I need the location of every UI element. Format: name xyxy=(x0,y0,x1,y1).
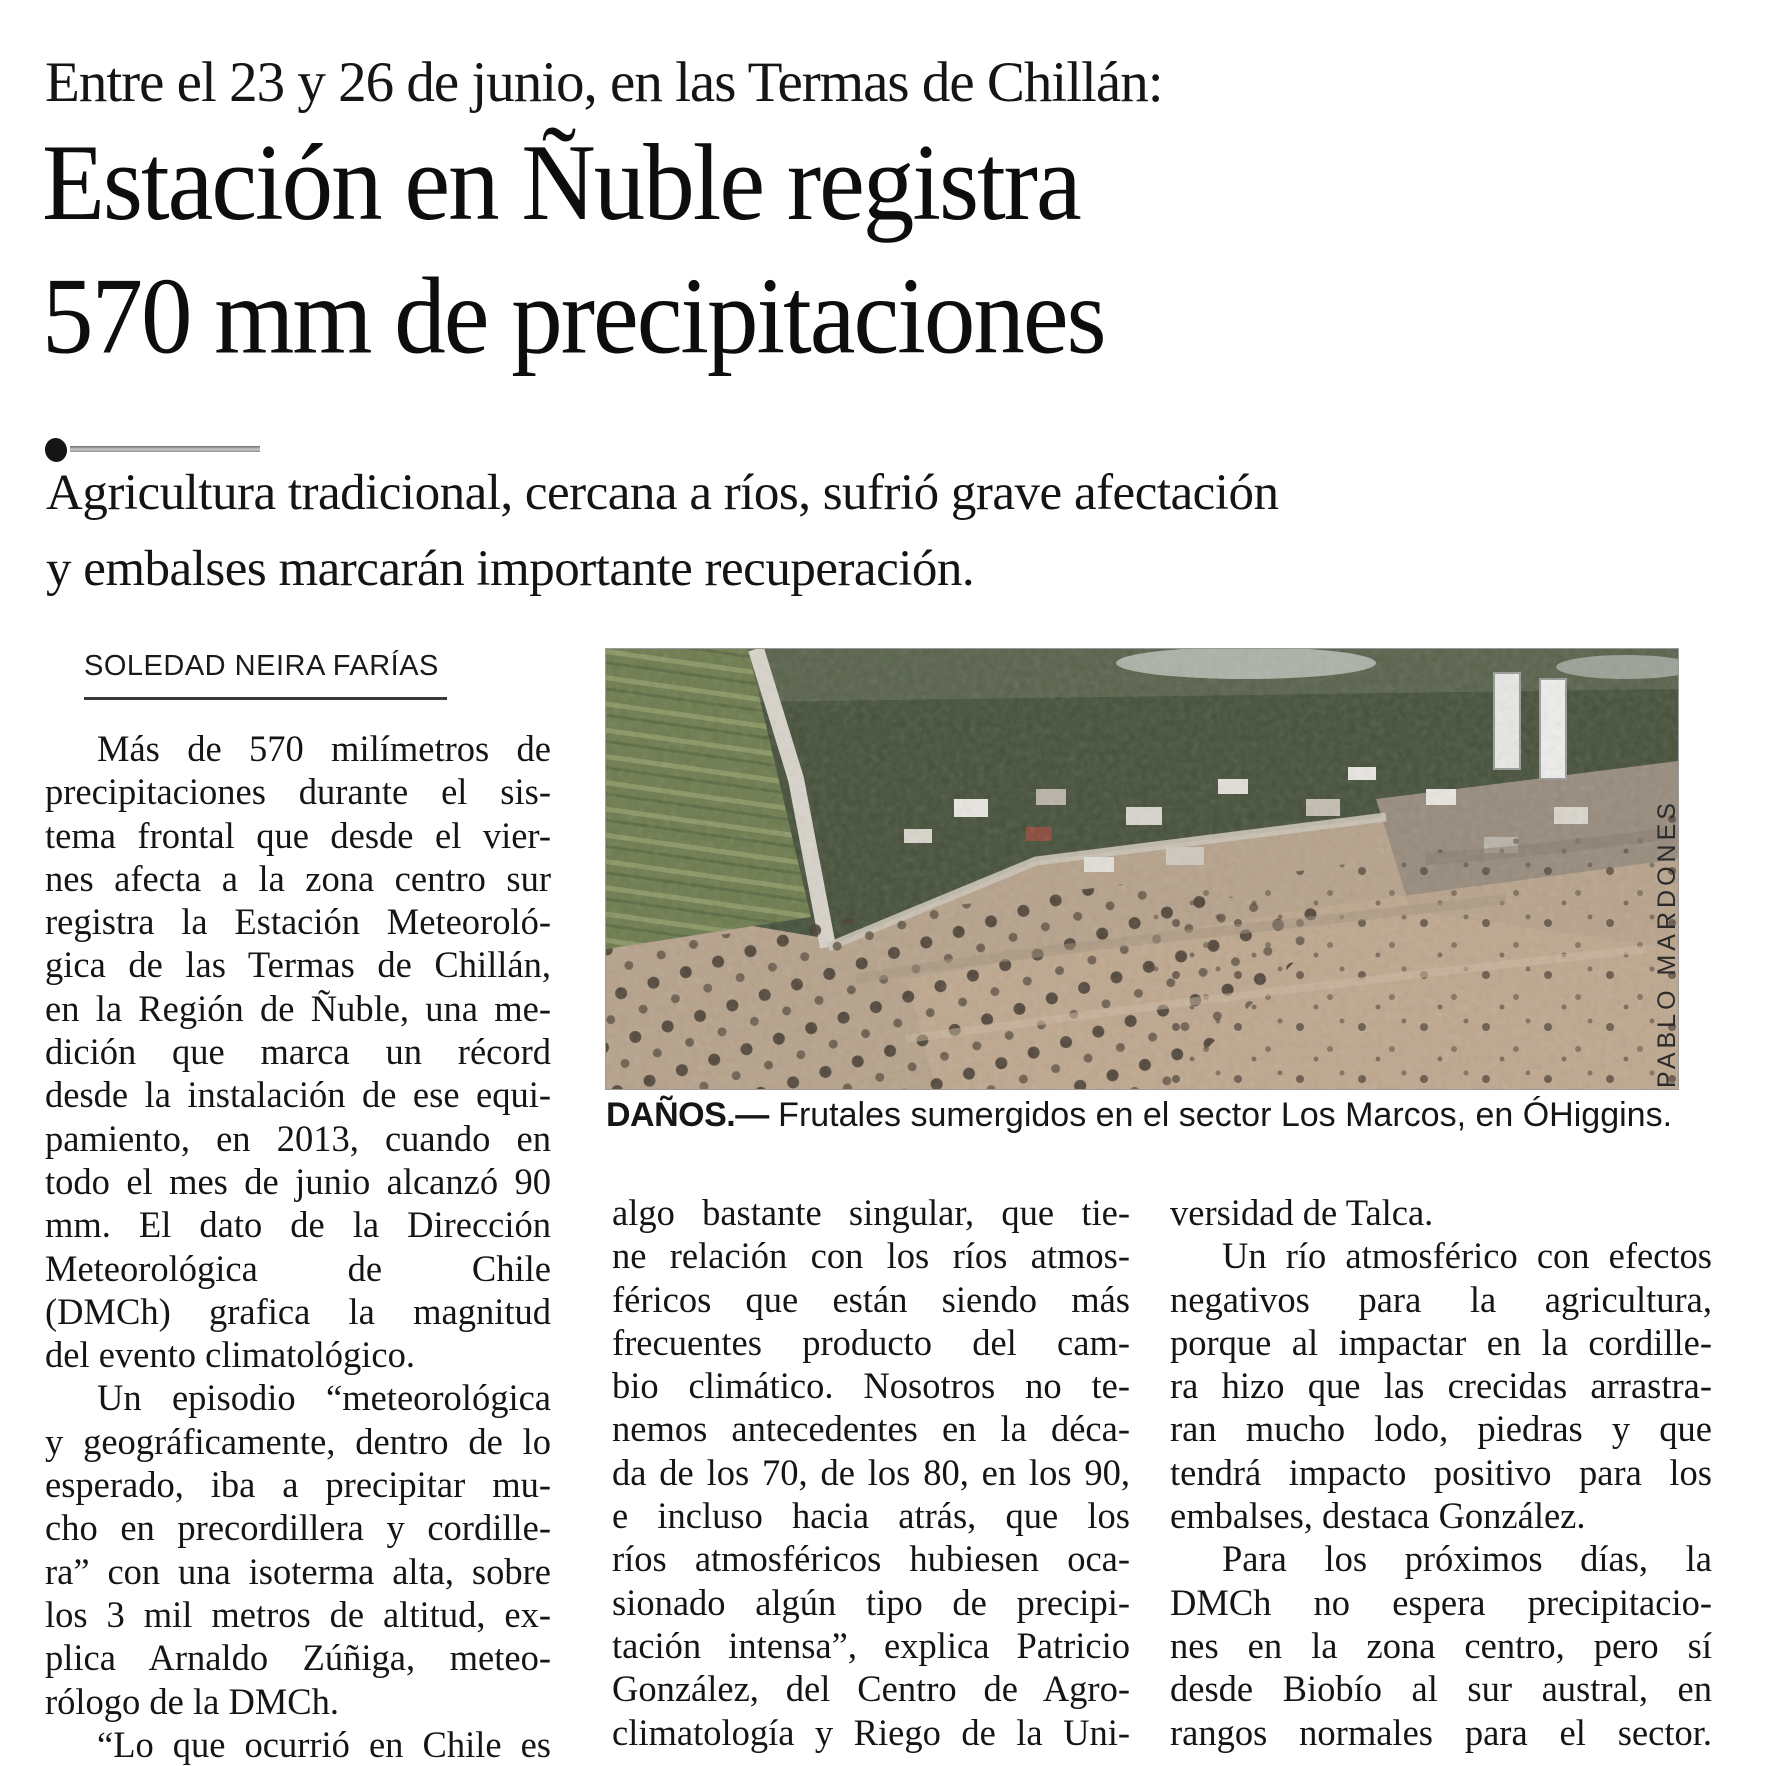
body-line: ra hizo que las crecidas arrastra- xyxy=(1170,1365,1712,1407)
body-line: Meteorológica de Chile xyxy=(45,1247,551,1289)
body-line: bio climático. Nosotros no te- xyxy=(612,1365,1130,1407)
headline-line-1: Estación en Ñuble registra xyxy=(42,122,1082,244)
article-photo xyxy=(605,648,1679,1090)
body-line: nes afecta a la zona centro sur xyxy=(45,857,551,899)
body-line: mm. El dato de la Dirección xyxy=(45,1204,551,1246)
body-line: frecuentes producto del cam- xyxy=(612,1321,1130,1363)
body-line: gica de las Termas de Chillán, xyxy=(45,944,551,986)
body-column-3: versidad de Talca. Un río atmosférico con… xyxy=(1170,1191,1712,1754)
body-line: (DMCh) grafica la magnitud xyxy=(45,1290,551,1332)
body-line: sionado algún tipo de precipi- xyxy=(612,1581,1130,1623)
body-line: ne relación con los ríos atmos- xyxy=(612,1235,1130,1277)
body-line: ra” con una isoterma alta, sobre xyxy=(45,1550,551,1592)
body-line: tema frontal que desde el vier- xyxy=(45,814,551,856)
body-line: da de los 70, de los 80, en los 90, xyxy=(612,1451,1130,1493)
headline: Estación en Ñuble registra 570 mm de pre… xyxy=(42,116,1682,383)
body-line: Un río atmosférico con efectos xyxy=(1222,1235,1712,1277)
body-line: tación intensa”, explica Patricio xyxy=(612,1624,1130,1666)
byline: SOLEDAD NEIRA FARÍAS xyxy=(84,650,447,700)
body-line: algo bastante singular, que tie- xyxy=(612,1192,1130,1233)
body-line: nes en la zona centro, pero sí xyxy=(1170,1624,1712,1666)
caption-label: DAÑOS.— xyxy=(606,1096,769,1134)
body-line: González, del Centro de Agro- xyxy=(612,1668,1130,1710)
body-line: registra la Estación Meteoroló- xyxy=(45,901,551,943)
body-line: plica Arnaldo Zúñiga, meteo- xyxy=(45,1637,551,1679)
body-line: todo el mes de junio alcanzó 90 xyxy=(45,1160,551,1202)
body-line: negativos para la agricultura, xyxy=(1170,1278,1712,1320)
body-line: desde Biobío al sur austral, en xyxy=(1170,1668,1712,1710)
subhead-line-1: Agricultura tradicional, cercana a ríos,… xyxy=(46,465,1279,521)
body-line: rangos normales para el sector. xyxy=(1170,1711,1712,1753)
body-line: tendrá impacto positivo para los xyxy=(1170,1451,1712,1493)
body-line: del evento climatológico. xyxy=(45,1334,415,1376)
body-column-1: Más de 570 milímetros de precipitaciones … xyxy=(45,727,551,1766)
body-line: pamiento, en 2013, cuando en xyxy=(45,1117,551,1159)
body-line: e incluso hacia atrás, que los xyxy=(612,1495,1130,1537)
body-column-2: algo bastante singular, que tie-ne relac… xyxy=(612,1191,1130,1754)
body-line: porque al impactar en la cordille- xyxy=(1170,1321,1712,1363)
body-line: nemos antecedentes en la déca- xyxy=(612,1408,1130,1450)
photo-credit-text: PABLO MARDONES xyxy=(1653,799,1681,1088)
body-line: ran mucho lodo, piedras y que xyxy=(1170,1408,1712,1450)
photo-caption: DAÑOS.— Frutales sumergidos en el sector… xyxy=(606,1096,1716,1135)
body-line: Para los próximos días, la xyxy=(1222,1538,1712,1580)
body-line: “Lo que ocurrió en Chile es xyxy=(97,1723,551,1765)
body-line: rólogo de la DMCh. xyxy=(45,1680,339,1722)
body-line: versidad de Talca. xyxy=(1170,1192,1434,1233)
photo-credit: PABLO MARDONES xyxy=(1653,799,1716,1090)
body-line: Más de 570 milímetros de xyxy=(97,728,551,769)
body-line: los 3 mil metros de altitud, ex- xyxy=(45,1593,551,1635)
body-line: embalses, destaca González. xyxy=(1170,1495,1586,1537)
body-line: DMCh no espera precipitacio- xyxy=(1170,1581,1712,1623)
body-line: féricos que están siendo más xyxy=(612,1278,1130,1320)
body-line: Un episodio “meteorológica xyxy=(97,1377,551,1419)
caption-text: Frutales sumergidos en el sector Los Mar… xyxy=(768,1096,1673,1134)
body-line: y geográficamente, dentro de lo xyxy=(45,1420,551,1462)
body-line: ríos atmosféricos hubiesen oca- xyxy=(612,1538,1130,1580)
headline-line-2: 570 mm de precipitaciones xyxy=(42,255,1107,377)
body-line: cho en precordillera y cordille- xyxy=(45,1507,551,1549)
body-line: en la Región de Ñuble, una me- xyxy=(45,987,551,1029)
body-line: climatología y Riego de la Uni- xyxy=(612,1711,1130,1753)
body-line: desde la instalación de ese equi- xyxy=(45,1074,551,1116)
kicker: Entre el 23 y 26 de junio, en las Termas… xyxy=(45,51,1164,114)
body-line: precipitaciones durante el sis- xyxy=(45,771,551,813)
subhead-line-2: y embalses marcarán importante recuperac… xyxy=(46,541,975,597)
flood-aerial-photo xyxy=(606,649,1678,1089)
subhead: Agricultura tradicional, cercana a ríos,… xyxy=(46,455,1606,607)
body-line: esperado, iba a precipitar mu- xyxy=(45,1464,551,1506)
body-line: dición que marca un récord xyxy=(45,1031,551,1073)
horizontal-rule xyxy=(70,446,260,452)
